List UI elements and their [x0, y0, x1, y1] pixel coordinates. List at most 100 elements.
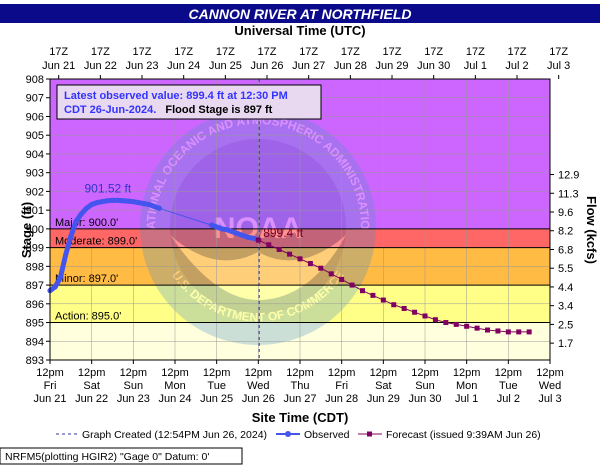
observed-point — [208, 222, 214, 228]
x-top-tick-time: 17Z — [466, 46, 485, 58]
observed-point — [125, 198, 131, 204]
x-tick-day: Wed — [539, 380, 561, 392]
y-tick-label: 900 — [26, 224, 44, 236]
y-tick-label: 897 — [26, 280, 44, 292]
y-tick-label: 905 — [26, 130, 44, 142]
info-flood-stage: Flood Stage is 897 ft — [165, 104, 272, 116]
forecast-point — [266, 242, 272, 248]
y-tick-label: 906 — [26, 111, 44, 123]
crest-label: 901.52 ft — [85, 181, 132, 195]
x-tick-day: Sun — [124, 380, 144, 392]
info-latest-line: Latest observed value: 899.4 ft at 12:30… — [64, 90, 288, 102]
top-axis-label: Universal Time (UTC) — [234, 23, 365, 38]
footer-text: NRFM5(plotting HGIR2) "Gage 0" Datum: 0' — [5, 451, 209, 463]
x-top-tick-date: Jul 3 — [547, 60, 570, 72]
forecast-point — [495, 328, 501, 334]
legend: Graph Created (12:54PM Jun 26, 2024) Obs… — [56, 429, 541, 441]
observed-point — [83, 205, 89, 211]
flood-category-lines: Major: 900.0' Moderate: 899.0' Minor: 897.… — [50, 217, 550, 324]
observed-line — [47, 197, 162, 294]
observed-point — [73, 218, 79, 224]
y2-tick-label: 1.7 — [558, 338, 573, 350]
forecast-point — [339, 276, 345, 282]
observed-line — [209, 222, 262, 243]
x-tick-time: 12pm — [453, 367, 481, 379]
x-tick-day: Mon — [164, 380, 185, 392]
x-tick-time: 12pm — [536, 367, 564, 379]
observed-point — [156, 205, 162, 211]
legend-forecast: Forecast (issued 9:39AM Jun 26) — [386, 429, 541, 441]
legend-observed-marker — [285, 431, 291, 437]
observed-point — [110, 197, 115, 203]
x-top-tick-time: 17Z — [133, 46, 152, 58]
y2-tick-label: 12.9 — [558, 170, 579, 182]
observed-point — [68, 233, 74, 239]
x-top-tick-time: 17Z — [174, 46, 193, 58]
forecast-point — [401, 305, 407, 311]
legend-graph-created: Graph Created (12:54PM Jun 26, 2024) — [82, 429, 267, 441]
legend-forecast-marker — [367, 431, 372, 437]
forecast-point — [505, 329, 511, 335]
y2-tick-label: 5.5 — [558, 263, 573, 275]
x-tick-date: Jun 24 — [158, 393, 191, 405]
title-bar — [0, 4, 600, 23]
x-tick-date: Jun 27 — [283, 393, 316, 405]
x-top-tick-date: Jun 22 — [84, 60, 117, 72]
x-top-tick-date: Jun 30 — [417, 60, 450, 72]
y-tick-label: 894 — [26, 336, 44, 348]
x-top-tick-time: 17Z — [508, 46, 527, 58]
y-tick-label: 903 — [26, 168, 44, 180]
y2-tick-label: 11.3 — [558, 188, 579, 200]
x-tick-date: Jul 2 — [497, 393, 520, 405]
x-tick-date: Jun 23 — [117, 393, 150, 405]
x-top-tick-time: 17Z — [258, 46, 277, 58]
x-tick-time: 12pm — [161, 367, 189, 379]
observed-point — [151, 203, 157, 209]
flood-label-minor: Minor: 897.0' — [55, 273, 118, 285]
forecast-point — [276, 246, 282, 252]
y-axis-label: Stage (ft) — [19, 202, 34, 258]
svg-text:CDT 26-Jun-2024. Flood S: CDT 26-Jun-2024. Flood Stage is 897 ft — [64, 104, 273, 116]
x-tick-time: 12pm — [286, 367, 314, 379]
observed-point — [224, 227, 230, 233]
x-top-tick-time: 17Z — [341, 46, 360, 58]
y-tick-label: 896 — [26, 299, 44, 311]
x-top-tick-time: 17Z — [91, 46, 110, 58]
y-tick-label: 899 — [26, 243, 44, 255]
observed-point — [219, 226, 225, 232]
x-tick-day: Tue — [207, 380, 226, 392]
x-top-tick-date: Jun 26 — [250, 60, 283, 72]
y2-tick-label: 6.8 — [558, 244, 573, 256]
x-top-tick-date: Jun 29 — [375, 60, 408, 72]
x-tick-time: 12pm — [411, 367, 439, 379]
x-tick-time: 12pm — [495, 367, 523, 379]
y-tick-label: 898 — [26, 261, 44, 273]
forecast-point — [474, 325, 480, 331]
forecast-point — [349, 282, 355, 288]
series-layer: 901.52 ft 899.4 ft — [47, 79, 532, 360]
observed-point — [235, 231, 240, 237]
info-box-frame — [56, 84, 322, 120]
observed-point — [89, 202, 95, 208]
y-tick-label: 893 — [26, 355, 44, 367]
forecast-point — [464, 323, 470, 329]
x-top-tick-time: 17Z — [216, 46, 235, 58]
x-tick-date: Jun 30 — [408, 393, 441, 405]
flood-label-action: Action: 895.0' — [55, 311, 121, 323]
logo-inner-disc — [170, 139, 346, 315]
forecast-point — [412, 309, 418, 315]
y2-tick-label: 3.4 — [558, 301, 573, 313]
x-tick-day: Wed — [247, 380, 269, 392]
forecast-point — [391, 302, 397, 308]
forecast-point — [297, 256, 303, 262]
forecast-point — [516, 329, 522, 335]
observed-point — [99, 199, 105, 205]
x-tick-day: Sat — [375, 380, 392, 392]
x-tick-day: Sat — [83, 380, 100, 392]
x-tick-time: 12pm — [203, 367, 231, 379]
forecast-point — [380, 297, 386, 303]
x-top-tick-time: 17Z — [383, 46, 402, 58]
latest-value-label: 899.4 ft — [263, 226, 304, 240]
forecast-point — [328, 271, 334, 277]
